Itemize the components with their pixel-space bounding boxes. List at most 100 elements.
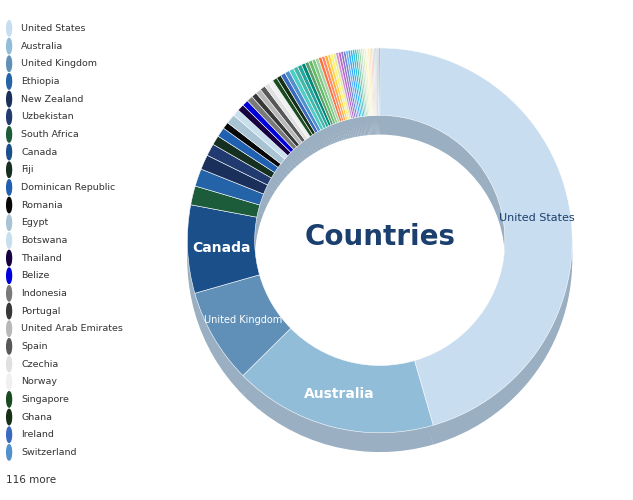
Wedge shape: [318, 57, 342, 122]
Wedge shape: [305, 74, 334, 137]
Wedge shape: [195, 172, 263, 207]
Wedge shape: [359, 52, 367, 118]
Wedge shape: [330, 68, 349, 134]
Wedge shape: [366, 63, 372, 130]
Wedge shape: [371, 53, 375, 120]
Wedge shape: [346, 68, 359, 134]
Wedge shape: [277, 80, 315, 140]
Wedge shape: [223, 137, 281, 182]
Wedge shape: [305, 78, 334, 142]
Wedge shape: [201, 168, 268, 206]
Wedge shape: [348, 58, 361, 124]
Wedge shape: [350, 66, 362, 134]
Wedge shape: [238, 105, 291, 156]
Wedge shape: [252, 108, 299, 162]
Wedge shape: [372, 60, 376, 128]
Wedge shape: [315, 77, 340, 142]
Wedge shape: [213, 156, 275, 197]
Wedge shape: [327, 66, 348, 132]
Text: South Africa: South Africa: [22, 130, 79, 139]
Wedge shape: [363, 58, 370, 126]
Wedge shape: [327, 59, 348, 125]
Wedge shape: [195, 186, 263, 222]
Wedge shape: [348, 60, 361, 126]
Wedge shape: [260, 106, 305, 162]
Wedge shape: [268, 100, 310, 158]
Wedge shape: [343, 60, 358, 127]
Wedge shape: [371, 48, 375, 116]
Wedge shape: [373, 50, 377, 118]
Wedge shape: [363, 56, 370, 123]
Wedge shape: [366, 58, 372, 125]
Wedge shape: [372, 53, 376, 120]
Wedge shape: [252, 102, 299, 156]
Wedge shape: [273, 97, 313, 156]
Wedge shape: [366, 56, 372, 123]
Wedge shape: [248, 102, 297, 154]
Wedge shape: [207, 161, 272, 202]
Wedge shape: [343, 70, 358, 137]
Wedge shape: [346, 58, 359, 124]
Wedge shape: [361, 58, 368, 126]
Wedge shape: [327, 74, 348, 140]
Wedge shape: [243, 115, 294, 167]
Wedge shape: [372, 68, 376, 134]
Wedge shape: [207, 149, 272, 190]
Circle shape: [7, 392, 11, 407]
Wedge shape: [380, 48, 572, 426]
Wedge shape: [361, 56, 368, 123]
Wedge shape: [371, 60, 375, 128]
Wedge shape: [369, 68, 374, 134]
Wedge shape: [338, 54, 354, 120]
Wedge shape: [325, 72, 346, 138]
Wedge shape: [243, 113, 294, 164]
Wedge shape: [228, 118, 285, 166]
Wedge shape: [256, 108, 302, 164]
Wedge shape: [364, 68, 371, 135]
Wedge shape: [359, 49, 367, 116]
Wedge shape: [260, 86, 305, 142]
Wedge shape: [191, 186, 260, 217]
Wedge shape: [312, 59, 338, 124]
Wedge shape: [354, 52, 365, 119]
Wedge shape: [195, 282, 291, 383]
Wedge shape: [368, 60, 373, 128]
Wedge shape: [248, 106, 297, 159]
Wedge shape: [294, 69, 326, 131]
Wedge shape: [315, 75, 340, 140]
Wedge shape: [368, 62, 373, 130]
Wedge shape: [335, 70, 353, 136]
Wedge shape: [201, 162, 268, 202]
Wedge shape: [378, 48, 379, 116]
Wedge shape: [325, 74, 346, 140]
Wedge shape: [354, 64, 365, 131]
Wedge shape: [375, 67, 377, 134]
Wedge shape: [273, 88, 313, 146]
Wedge shape: [377, 60, 379, 128]
Wedge shape: [341, 56, 356, 122]
Wedge shape: [213, 156, 275, 197]
Wedge shape: [378, 50, 379, 117]
Circle shape: [7, 374, 11, 390]
Wedge shape: [359, 61, 367, 128]
Wedge shape: [248, 108, 297, 162]
Wedge shape: [356, 68, 366, 136]
Wedge shape: [312, 62, 338, 126]
Wedge shape: [315, 63, 340, 128]
Wedge shape: [218, 140, 278, 184]
Wedge shape: [315, 68, 340, 132]
Wedge shape: [223, 132, 281, 177]
Circle shape: [7, 268, 11, 283]
Wedge shape: [201, 165, 268, 203]
Wedge shape: [361, 68, 368, 135]
Wedge shape: [195, 176, 263, 212]
Wedge shape: [305, 64, 334, 128]
Wedge shape: [243, 106, 294, 157]
Wedge shape: [350, 69, 362, 136]
Wedge shape: [281, 85, 318, 145]
Text: Australia: Australia: [22, 42, 63, 50]
Wedge shape: [372, 48, 376, 116]
Wedge shape: [191, 206, 260, 236]
Wedge shape: [369, 68, 374, 134]
Wedge shape: [378, 62, 379, 130]
